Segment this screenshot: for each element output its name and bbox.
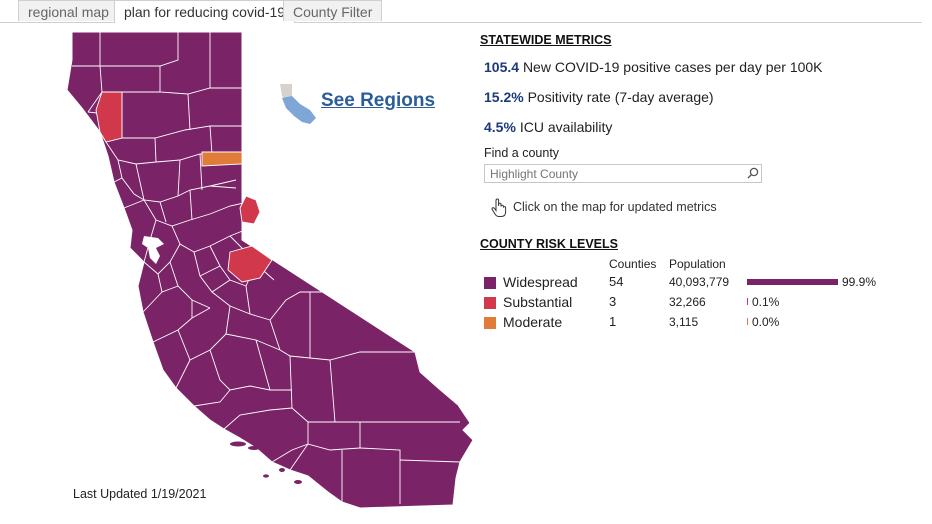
statewide-metrics-heading: STATEWIDE METRICS: [480, 33, 612, 47]
see-regions-link[interactable]: See Regions: [321, 90, 436, 111]
san-francisco-bay: [142, 236, 164, 264]
county-mariposa[interactable]: [227, 245, 273, 283]
find-county-label: Find a county: [484, 146, 560, 160]
risk-level-share-bar: [747, 279, 838, 285]
counties-column-header: Counties: [609, 257, 657, 271]
metric-icu-label: ICU availability: [519, 119, 613, 135]
metric-positivity: 15.2% Positivity rate (7-day average): [484, 89, 714, 105]
county-alpine[interactable]: [239, 195, 261, 225]
last-updated-text: Last Updated 1/19/2021: [73, 487, 207, 501]
moderate-swatch: [484, 317, 496, 329]
risk-level-label: Widespread: [503, 274, 578, 290]
risk-level-percent: 99.9%: [842, 275, 877, 289]
county-sierra[interactable]: [201, 151, 243, 167]
tab-regional-map[interactable]: regional map: [18, 0, 119, 21]
search-icon[interactable]: [747, 167, 759, 179]
risk-level-share-bar: [747, 318, 748, 325]
metric-cases-label: New COVID-19 positive cases per day per …: [522, 59, 823, 75]
california-county-map[interactable]: [60, 30, 480, 510]
map-click-hint: Click on the map for updated metrics: [513, 200, 717, 214]
regions-map-icon[interactable]: [276, 82, 320, 128]
tab-plan-for-reducing-covid[interactable]: plan for reducing covid-19: [114, 0, 296, 23]
risk-level-percent: 0.1%: [752, 295, 780, 309]
metric-icu-value: 4.5%: [484, 119, 516, 135]
california-state-shape[interactable]: [66, 31, 474, 509]
metric-cases-value: 105.4: [484, 59, 520, 75]
pointer-hand-icon: [491, 198, 507, 217]
widespread-swatch: [484, 277, 496, 289]
risk-level-population: 3,115: [669, 315, 699, 329]
channel-islands[interactable]: [230, 441, 302, 485]
risk-level-counties: 1: [609, 314, 617, 329]
county-search-input[interactable]: [484, 164, 762, 183]
risk-level-label: Substantial: [503, 294, 573, 310]
metric-cases: 105.4 New COVID-19 positive cases per da…: [484, 59, 823, 75]
metric-positivity-value: 15.2%: [484, 89, 524, 105]
risk-level-population: 32,266: [669, 295, 706, 309]
metric-icu: 4.5% ICU availability: [484, 119, 612, 135]
population-column-header: Population: [669, 257, 726, 271]
metric-positivity-label: Positivity rate (7-day average): [527, 89, 714, 105]
risk-level-counties: 3: [609, 294, 617, 309]
substantial-swatch: [484, 297, 496, 309]
county-trinity[interactable]: [95, 91, 123, 143]
tab-county-filter[interactable]: County Filter: [283, 0, 383, 21]
risk-level-counties: 54: [609, 274, 624, 289]
tab-bar: regional map plan for reducing covid-19 …: [0, 0, 922, 23]
risk-level-share-bar: [747, 298, 748, 305]
risk-level-percent: 0.0%: [752, 315, 780, 329]
county-risk-levels-heading: COUNTY RISK LEVELS: [480, 237, 618, 251]
risk-level-label: Moderate: [503, 314, 563, 330]
risk-level-population: 40,093,779: [669, 275, 730, 289]
